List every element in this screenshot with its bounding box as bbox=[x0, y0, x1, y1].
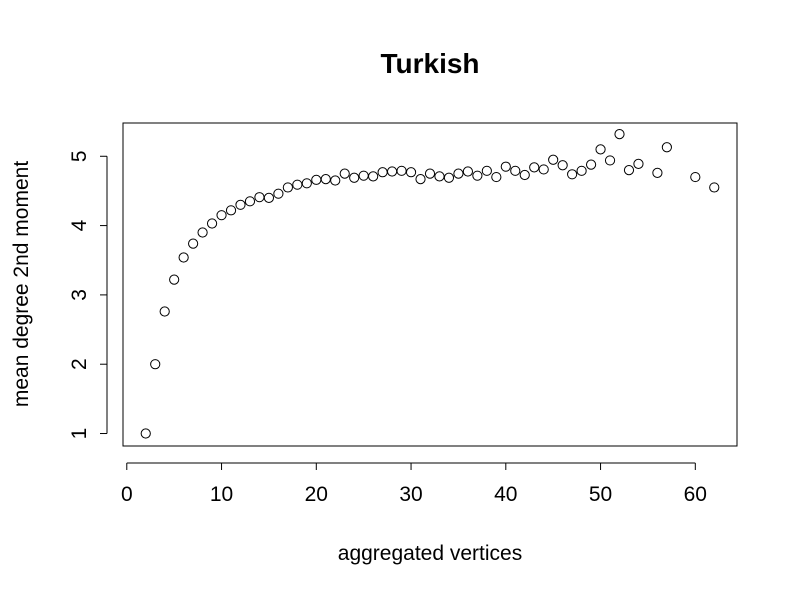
y-tick-label: 1 bbox=[68, 428, 91, 440]
data-point bbox=[424, 168, 436, 179]
data-point bbox=[453, 168, 464, 179]
data-point bbox=[595, 144, 606, 155]
y-axis-label: mean degree 2nd moment bbox=[10, 161, 33, 407]
data-point bbox=[169, 274, 180, 285]
y-tick-label: 5 bbox=[68, 150, 91, 162]
data-point bbox=[548, 154, 559, 165]
data-point bbox=[415, 174, 426, 185]
data-point bbox=[709, 182, 720, 193]
data-point bbox=[273, 188, 284, 199]
data-point bbox=[235, 199, 246, 210]
data-point bbox=[225, 205, 237, 216]
data-point bbox=[349, 172, 360, 183]
x-axis: 0 10 20 30 40 50 60 bbox=[121, 462, 707, 506]
x-axis-label: aggregated vertices bbox=[338, 542, 522, 565]
x-tick-label: 10 bbox=[210, 483, 233, 506]
data-point bbox=[301, 178, 312, 189]
y-tick-label: 2 bbox=[68, 358, 91, 370]
data-point bbox=[178, 252, 189, 263]
data-point bbox=[339, 168, 350, 179]
data-point bbox=[263, 192, 275, 203]
data-point bbox=[330, 175, 341, 186]
data-point bbox=[462, 166, 474, 177]
data-point bbox=[206, 218, 218, 229]
data-point bbox=[529, 162, 540, 173]
data-points bbox=[140, 128, 720, 439]
data-point bbox=[567, 169, 578, 180]
data-point bbox=[443, 172, 455, 183]
y-tick-label: 4 bbox=[68, 219, 91, 231]
data-point bbox=[159, 306, 170, 317]
data-point bbox=[585, 159, 597, 170]
data-point bbox=[510, 165, 521, 176]
data-point bbox=[576, 165, 587, 176]
data-point bbox=[623, 165, 635, 176]
plot-frame bbox=[122, 122, 738, 447]
data-point bbox=[690, 171, 701, 183]
chart-title: Turkish bbox=[380, 48, 479, 79]
x-tick-label: 50 bbox=[589, 483, 612, 506]
data-point bbox=[500, 161, 511, 172]
x-tick-label: 40 bbox=[494, 483, 517, 506]
data-point bbox=[557, 160, 568, 171]
y-axis: 1 2 3 4 5 bbox=[68, 150, 108, 440]
data-point bbox=[633, 158, 644, 169]
data-point bbox=[216, 210, 227, 221]
data-point bbox=[652, 167, 663, 179]
data-point bbox=[405, 167, 417, 178]
x-tick-label: 60 bbox=[684, 483, 707, 506]
data-point bbox=[661, 142, 672, 153]
y-tick-label: 3 bbox=[68, 289, 91, 301]
data-point bbox=[604, 155, 616, 166]
data-point bbox=[519, 169, 530, 181]
data-point bbox=[282, 182, 293, 193]
data-point bbox=[491, 171, 502, 183]
data-point bbox=[481, 165, 492, 176]
data-point bbox=[197, 227, 208, 238]
data-point bbox=[244, 196, 256, 207]
x-tick-label: 30 bbox=[399, 483, 422, 506]
x-tick-label: 20 bbox=[305, 483, 328, 506]
data-point bbox=[538, 164, 549, 175]
x-tick-label: 0 bbox=[121, 483, 133, 506]
data-point bbox=[150, 359, 161, 370]
data-point bbox=[368, 171, 379, 182]
data-point bbox=[472, 170, 483, 181]
data-point bbox=[140, 428, 151, 439]
data-point bbox=[188, 238, 199, 249]
data-point bbox=[614, 128, 625, 140]
